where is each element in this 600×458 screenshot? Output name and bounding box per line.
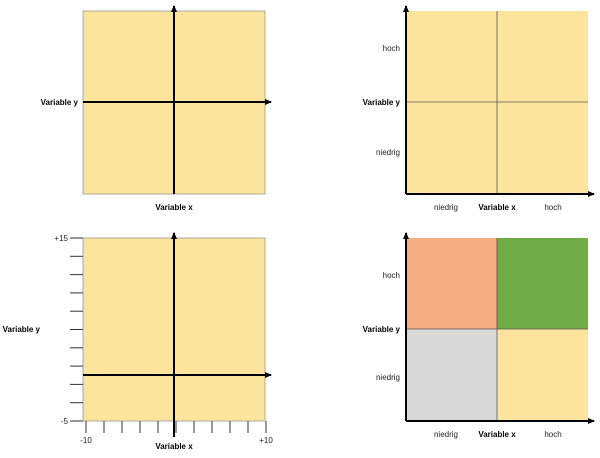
panel-3-x-ticks xyxy=(85,421,267,433)
panel-2-y-high: hoch xyxy=(383,44,400,53)
panel-3-xlabel: Variable x xyxy=(155,442,193,451)
panel-2: niedrig Variable x hoch hoch Variable y … xyxy=(363,5,595,212)
quadrant-top-right xyxy=(497,238,588,329)
panel-4-y-high: hoch xyxy=(383,271,400,280)
panel-2-y-low: niedrig xyxy=(376,148,400,157)
panel-3-x-min: -10 xyxy=(80,436,92,445)
panel-4-x-low: niedrig xyxy=(434,430,458,439)
panel-2-xlabel: Variable x xyxy=(478,203,516,212)
panel-3: -10 Variable x +10 +15 Variable y -5 xyxy=(3,232,273,451)
quadrant-bottom-left xyxy=(406,329,497,421)
panel-2-x-high: hoch xyxy=(544,203,561,212)
panel-2-x-low: niedrig xyxy=(434,203,458,212)
panel-4-ylabel: Variable y xyxy=(363,325,401,334)
panel-1-ylabel: Variable y xyxy=(41,98,79,107)
panel-3-ylabel: Variable y xyxy=(3,325,41,334)
quadrant-bottom-right xyxy=(497,329,588,421)
panel-3-y-max: +15 xyxy=(54,234,68,243)
panel-1: Variable x Variable y xyxy=(41,5,272,212)
panel-3-y-min: -5 xyxy=(61,417,69,426)
panel-4-y-low: niedrig xyxy=(376,373,400,382)
panel-3-y-ticks xyxy=(70,237,83,422)
panel-4-x-high: hoch xyxy=(544,430,561,439)
panel-4-xlabel: Variable x xyxy=(478,430,516,439)
panel-1-xlabel: Variable x xyxy=(155,203,193,212)
panel-3-x-max: +10 xyxy=(259,436,273,445)
panel-2-ylabel: Variable y xyxy=(363,98,401,107)
panel-4: niedrig Variable x hoch hoch Variable y … xyxy=(363,232,595,439)
quadrant-top-left xyxy=(406,238,497,329)
